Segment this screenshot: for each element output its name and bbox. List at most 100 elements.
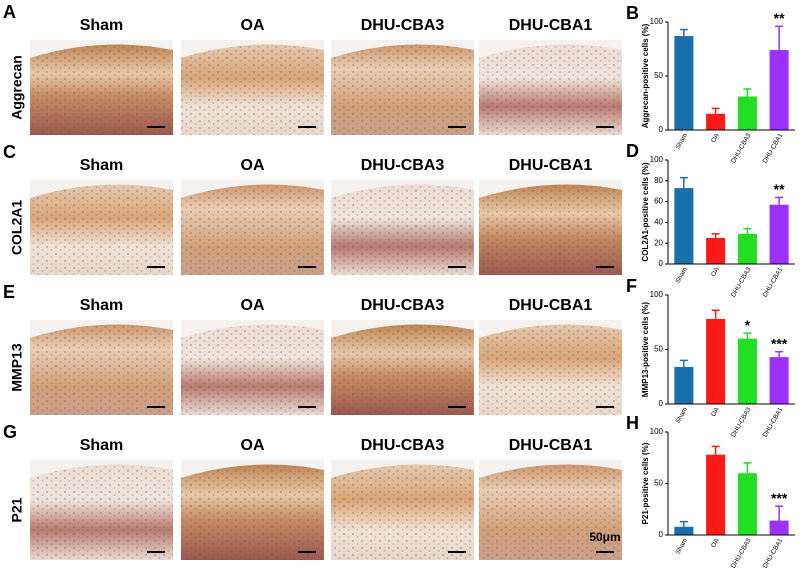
bar	[674, 366, 694, 404]
x-tick-label: OA	[710, 406, 721, 418]
y-tick-label: 20	[654, 238, 663, 247]
bar	[769, 520, 789, 535]
x-tick-label: DHU-CBA3	[730, 132, 753, 165]
x-tick-label: Sham	[675, 132, 690, 150]
significance: **	[774, 10, 785, 26]
x-tick-label: Sham	[675, 406, 690, 424]
significance: **	[774, 181, 785, 197]
y-tick-label: 100	[650, 17, 664, 26]
significance: ***	[771, 490, 788, 506]
tissue-edge	[331, 320, 474, 338]
panel-letter: F	[626, 276, 637, 296]
column-label: DHU-CBA3	[361, 437, 445, 454]
micrograph-texture	[479, 180, 622, 275]
scale-bar-label: 50μm	[589, 530, 620, 544]
y-tick-label: 50	[654, 71, 663, 80]
micrograph-texture	[331, 460, 474, 560]
tissue-edge	[479, 320, 622, 338]
x-tick-label: DHU-CBA1	[762, 537, 785, 570]
bar	[706, 318, 726, 404]
row-label: COL2A1	[9, 200, 25, 255]
y-axis-label: COL2A1-positive cells (%)	[641, 162, 650, 261]
y-tick-label: 40	[654, 218, 663, 227]
bar	[769, 204, 789, 264]
tissue-edge	[331, 180, 474, 198]
bar	[737, 473, 757, 535]
column-label: DHU-CBA3	[361, 297, 445, 314]
y-tick-label: 100	[650, 290, 664, 299]
column-label: DHU-CBA1	[509, 297, 593, 314]
y-axis-label: MMP13-positive cells (%)	[641, 302, 650, 397]
bar	[674, 188, 694, 264]
y-tick-label: 100	[650, 155, 664, 164]
column-label: DHU-CBA1	[509, 157, 593, 174]
panel-letter: D	[626, 141, 639, 161]
tissue-edge	[30, 180, 173, 198]
x-tick-label: DHU-CBA3	[730, 406, 753, 439]
panel-letter: A	[3, 2, 16, 22]
micrograph-texture	[331, 40, 474, 135]
tissue-edge	[479, 460, 622, 478]
tissue-edge	[331, 40, 474, 58]
row-label: MMP13	[9, 343, 25, 391]
y-axis-label: P21-positive cells (%)	[641, 442, 650, 524]
significance: *	[745, 317, 751, 333]
column-label: Sham	[80, 437, 124, 454]
y-tick-label: 0	[659, 125, 664, 134]
x-tick-label: Sham	[675, 266, 690, 284]
row-label: P21	[9, 497, 25, 522]
column-label: OA	[241, 157, 265, 174]
bar	[706, 238, 726, 264]
tissue-edge	[181, 180, 324, 198]
x-tick-label: Sham	[675, 537, 690, 555]
column-label: Sham	[80, 297, 124, 314]
micrograph-texture	[479, 40, 622, 135]
tissue-edge	[181, 460, 324, 478]
column-label: DHU-CBA1	[509, 17, 593, 34]
micrograph-texture	[30, 180, 173, 275]
x-tick-label: OA	[710, 537, 721, 549]
micrograph-texture	[30, 40, 173, 135]
panel-letter: G	[3, 422, 17, 442]
x-tick-label: DHU-CBA1	[762, 406, 785, 439]
bar	[737, 338, 757, 404]
tissue-edge	[181, 40, 324, 58]
bar	[674, 526, 694, 535]
bar	[706, 113, 726, 130]
column-label: Sham	[80, 17, 124, 34]
tissue-edge	[331, 460, 474, 478]
tissue-edge	[30, 40, 173, 58]
column-label: OA	[241, 437, 265, 454]
y-tick-label: 50	[654, 345, 663, 354]
y-tick-label: 80	[654, 176, 663, 185]
column-label: OA	[241, 297, 265, 314]
micrograph-texture	[30, 320, 173, 415]
tissue-edge	[479, 180, 622, 198]
panel-letter: B	[626, 3, 639, 23]
tissue-edge	[30, 460, 173, 478]
x-tick-label: DHU-CBA3	[730, 266, 753, 299]
micrograph-texture	[479, 320, 622, 415]
micrograph-texture	[331, 320, 474, 415]
panel-letter: E	[3, 282, 15, 302]
bar	[706, 454, 726, 535]
y-tick-label: 60	[654, 197, 663, 206]
x-tick-label: OA	[710, 132, 721, 144]
significance: ***	[771, 335, 788, 351]
x-tick-label: OA	[710, 266, 721, 278]
tissue-edge	[181, 320, 324, 338]
bar	[737, 233, 757, 264]
panel-letter: C	[3, 142, 16, 162]
tissue-edge	[479, 40, 622, 58]
micrograph-texture	[181, 460, 324, 560]
x-tick-label: DHU-CBA1	[762, 132, 785, 165]
y-tick-label: 50	[654, 479, 663, 488]
bar	[769, 50, 789, 130]
row-label: Aggrecan	[9, 55, 25, 120]
y-tick-label: 0	[659, 259, 664, 268]
column-label: DHU-CBA3	[361, 17, 445, 34]
column-label: DHU-CBA1	[509, 437, 593, 454]
micrograph-texture	[479, 460, 622, 560]
y-tick-label: 100	[650, 427, 664, 436]
